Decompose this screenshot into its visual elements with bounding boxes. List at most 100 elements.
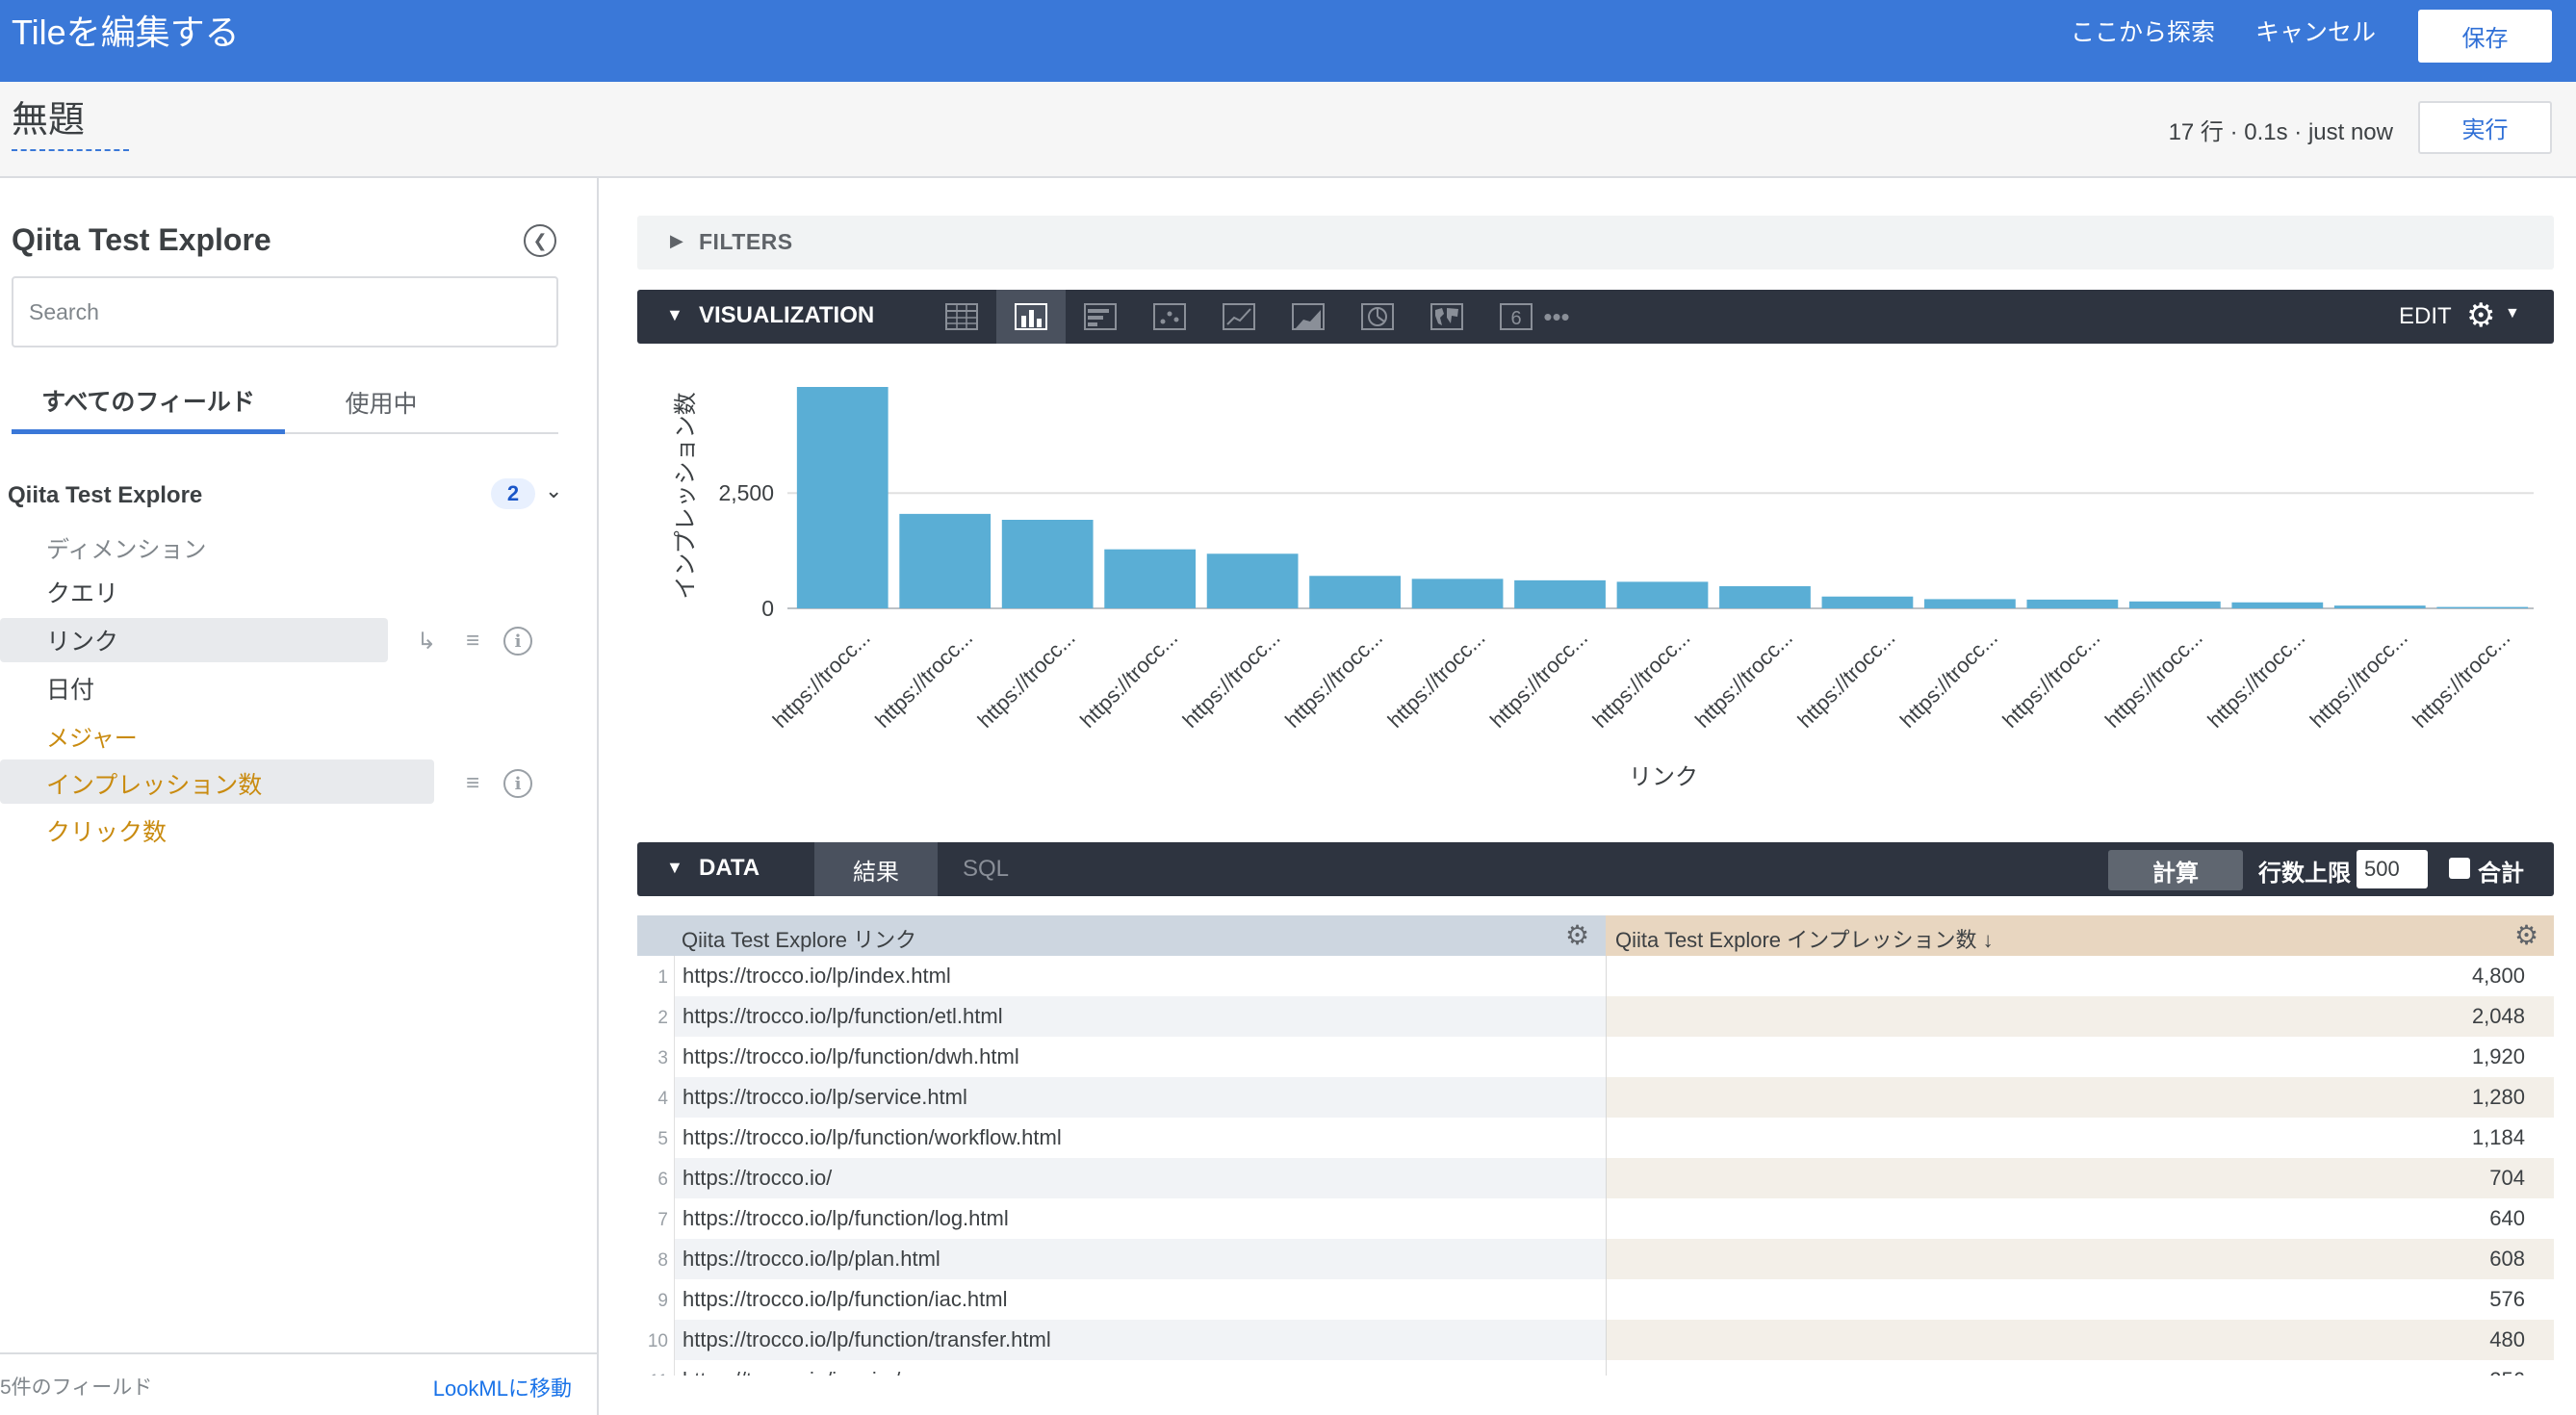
filter-icon[interactable]: ≡ xyxy=(465,628,479,654)
chart-bar[interactable] xyxy=(1001,520,1094,608)
chart-bar[interactable] xyxy=(1719,586,1811,608)
info-icon[interactable]: i xyxy=(503,769,532,798)
tile-title-field[interactable]: 無題 xyxy=(12,97,129,151)
cell-impressions[interactable]: 256 xyxy=(1606,1360,2554,1376)
x-tick-label: https://trocc... xyxy=(2306,626,2412,733)
chart-bar[interactable] xyxy=(1411,579,1504,608)
run-button[interactable]: 実行 xyxy=(2418,101,2552,154)
line-chart-icon[interactable] xyxy=(1204,290,1274,344)
chart-bar[interactable] xyxy=(1616,581,1709,608)
expand-arrow-icon[interactable]: ▶ xyxy=(670,231,683,250)
tab-sql[interactable]: SQL xyxy=(962,856,1010,882)
chart-bar[interactable] xyxy=(1206,553,1299,608)
table-icon[interactable] xyxy=(927,290,996,344)
x-tick-label: https://trocc... xyxy=(1178,626,1285,733)
cell-impressions[interactable]: 1,184 xyxy=(1606,1118,2554,1158)
explore-title: Qiita Test Explore xyxy=(12,222,271,257)
chart-bar[interactable] xyxy=(2026,599,2119,608)
cell-impressions[interactable]: 704 xyxy=(1606,1158,2554,1198)
save-button[interactable]: 保存 xyxy=(2418,10,2552,63)
field-clicks[interactable]: クリック数 xyxy=(46,819,167,846)
cell-link[interactable]: https://trocco.io/lp/function/etl.html xyxy=(674,996,1606,1037)
go-to-lookml-link[interactable]: LookMLに移動 xyxy=(432,1376,572,1401)
field-impressions[interactable]: インプレッション数 xyxy=(46,772,263,799)
tab-results[interactable]: 結果 xyxy=(814,842,938,896)
row-number: 7 xyxy=(657,1210,668,1230)
field-link[interactable]: リンク xyxy=(46,629,119,656)
cell-impressions[interactable]: 4,800 xyxy=(1606,956,2554,996)
cell-link[interactable]: https://trocco.io/lp/function/log.html xyxy=(674,1198,1606,1239)
data-bar: ▼ DATA 結果 SQL 計算 行数上限 合計 xyxy=(637,842,2554,896)
pivot-icon[interactable]: ↳ xyxy=(416,628,437,655)
tab-in-use[interactable]: 使用中 xyxy=(345,391,418,418)
chart-bar[interactable] xyxy=(2436,606,2529,608)
more-icon[interactable]: ••• xyxy=(1543,301,1570,331)
tab-all-fields[interactable]: すべてのフィールド xyxy=(12,371,285,434)
gear-icon[interactable]: ⚙ xyxy=(2466,297,2496,334)
cell-link[interactable]: https://trocco.io/inquiry/new xyxy=(674,1360,1606,1376)
gear-icon[interactable]: ⚙ xyxy=(1565,920,1590,950)
measure-section-label: メジャー xyxy=(46,726,138,752)
chart-bar[interactable] xyxy=(796,387,889,608)
collapse-panel-icon[interactable]: ❮ xyxy=(524,224,556,257)
field-group-header[interactable]: Qiita Test Explore xyxy=(8,482,203,508)
cell-link[interactable]: https://trocco.io/lp/service.html xyxy=(674,1077,1606,1118)
explore-from-here-link[interactable]: ここから探索 xyxy=(2071,19,2216,46)
chart-bar[interactable] xyxy=(1309,576,1401,608)
cancel-link[interactable]: キャンセル xyxy=(2255,19,2377,46)
chart-bar[interactable] xyxy=(1514,579,1606,608)
map-icon[interactable] xyxy=(1412,290,1481,344)
scatter-icon[interactable] xyxy=(1135,290,1204,344)
chart-bar[interactable] xyxy=(1924,599,2016,608)
totals-checkbox[interactable] xyxy=(2449,858,2470,879)
chart-bar[interactable] xyxy=(2128,601,2221,608)
field-date[interactable]: 日付 xyxy=(46,677,95,704)
bar-chart-icon[interactable] xyxy=(1066,290,1135,344)
chart-bar[interactable] xyxy=(2231,602,2324,608)
collapse-arrow-icon[interactable]: ▼ xyxy=(666,858,683,877)
column-chart-icon[interactable] xyxy=(996,290,1066,344)
chart-bar[interactable] xyxy=(899,513,992,608)
top-bar: Tileを編集する ここから探索 キャンセル 保存 xyxy=(0,0,2576,82)
field-link-highlight[interactable] xyxy=(0,618,388,662)
cell-impressions[interactable]: 2,048 xyxy=(1606,996,2554,1037)
cell-impressions[interactable]: 1,280 xyxy=(1606,1077,2554,1118)
table-row: 2 https://trocco.io/lp/function/etl.html 2… xyxy=(637,996,2554,1037)
filters-section[interactable]: ▶ FILTERS xyxy=(637,216,2554,270)
field-impressions-highlight[interactable] xyxy=(0,759,434,804)
cell-link[interactable]: https://trocco.io/lp/index.html xyxy=(674,956,1606,996)
column-header-link-label: Qiita Test Explore リンク xyxy=(682,928,917,952)
row-number: 3 xyxy=(657,1048,668,1068)
cell-link[interactable]: https://trocco.io/lp/function/workflow.h… xyxy=(674,1118,1606,1158)
cell-link[interactable]: https://trocco.io/lp/plan.html xyxy=(674,1239,1606,1279)
column-header-impressions[interactable]: Qiita Test Explore インプレッション数 ↓ ⚙ xyxy=(1606,915,2554,956)
field-query[interactable]: クエリ xyxy=(46,580,119,607)
chart-bar[interactable] xyxy=(2333,605,2426,608)
cell-link[interactable]: https://trocco.io/lp/function/transfer.h… xyxy=(674,1320,1606,1360)
gear-icon[interactable]: ⚙ xyxy=(2514,920,2539,950)
field-search-input[interactable] xyxy=(12,276,558,347)
cell-impressions[interactable]: 608 xyxy=(1606,1239,2554,1279)
calculation-button[interactable]: 計算 xyxy=(2108,850,2243,890)
info-icon[interactable]: i xyxy=(503,627,532,656)
cell-impressions[interactable]: 576 xyxy=(1606,1279,2554,1320)
pie-chart-icon[interactable] xyxy=(1343,290,1412,344)
cell-link[interactable]: https://trocco.io/lp/function/dwh.html xyxy=(674,1037,1606,1077)
chart-bar[interactable] xyxy=(1821,596,1914,608)
area-chart-icon[interactable] xyxy=(1274,290,1343,344)
row-limit-input[interactable] xyxy=(2357,850,2428,888)
single-value-icon[interactable]: 6 xyxy=(1481,290,1551,344)
chevron-down-icon[interactable]: ⌄ xyxy=(545,478,563,502)
x-tick-label: https://trocc... xyxy=(1895,626,2002,733)
cell-impressions[interactable]: 640 xyxy=(1606,1198,2554,1239)
chart-bar[interactable] xyxy=(1104,549,1197,608)
cell-impressions[interactable]: 480 xyxy=(1606,1320,2554,1360)
collapse-arrow-icon[interactable]: ▼ xyxy=(666,305,683,324)
column-header-link[interactable]: Qiita Test Explore リンク ⚙ xyxy=(674,915,1606,956)
cell-link[interactable]: https://trocco.io/ xyxy=(674,1158,1606,1198)
filter-icon[interactable]: ≡ xyxy=(465,770,479,796)
edit-visualization-button[interactable]: EDIT xyxy=(2399,303,2452,329)
caret-down-icon[interactable]: ▼ xyxy=(2505,305,2520,322)
cell-link[interactable]: https://trocco.io/lp/function/iac.html xyxy=(674,1279,1606,1320)
cell-impressions[interactable]: 1,920 xyxy=(1606,1037,2554,1077)
